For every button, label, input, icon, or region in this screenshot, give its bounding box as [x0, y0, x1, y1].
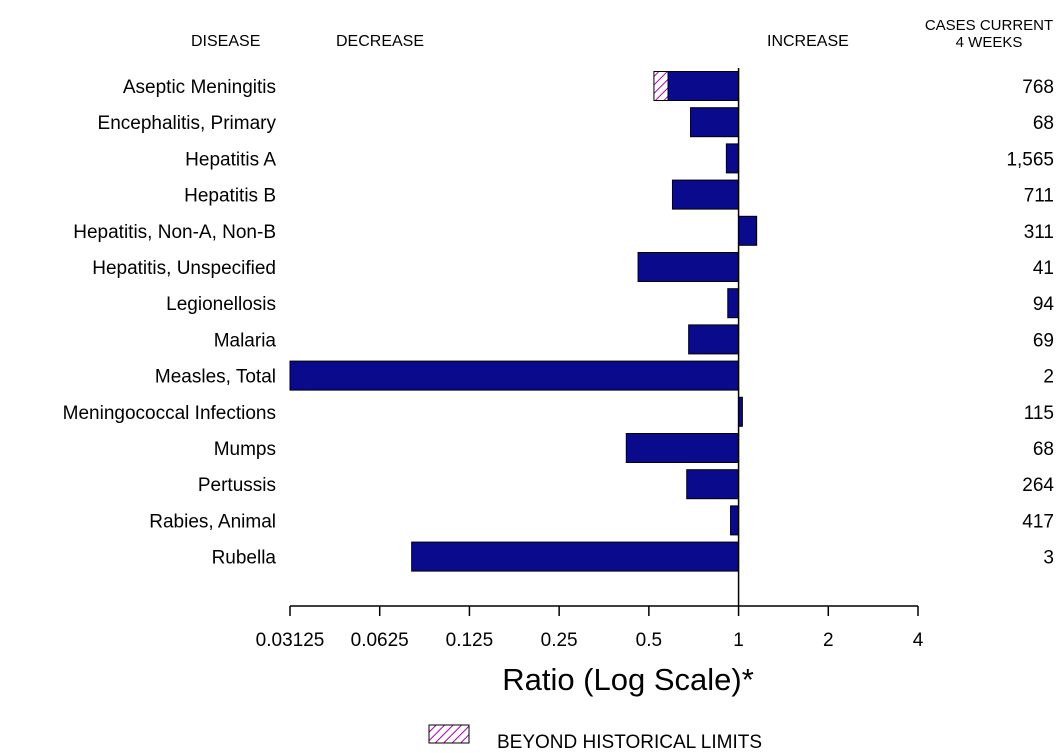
cases-value: 41	[1033, 258, 1054, 279]
bar-beyond-limit	[653, 71, 669, 101]
x-tick-label: 0.0625	[351, 630, 409, 651]
cases-value: 115	[1024, 403, 1054, 424]
disease-label: Measles, Total	[155, 367, 276, 388]
x-tick-label: 2	[823, 630, 834, 651]
cases-value: 69	[1033, 330, 1054, 351]
bar	[727, 288, 740, 319]
disease-label: Meningococcal Infections	[63, 403, 276, 424]
x-tick-label: 0.5	[636, 630, 662, 651]
cases-value: 68	[1033, 439, 1054, 460]
cases-value: 417	[1022, 511, 1054, 532]
header-increase: INCREASE	[767, 33, 849, 50]
legend-swatch	[428, 724, 470, 744]
cases-value: 68	[1033, 113, 1054, 134]
disease-label: Malaria	[214, 330, 277, 351]
bars-group	[289, 71, 758, 572]
cases-value: 768	[1022, 77, 1054, 98]
disease-label: Hepatitis B	[184, 186, 276, 207]
cases-value: 3	[1043, 548, 1054, 569]
disease-label: Mumps	[214, 439, 276, 460]
legend-label: BEYOND HISTORICAL LIMITS	[497, 732, 762, 753]
disease-label: Hepatitis, Non-A, Non-B	[73, 222, 276, 243]
disease-label: Hepatitis, Unspecified	[92, 258, 276, 279]
header-cases-current: CASES CURRENT 4 WEEKS	[919, 17, 1059, 51]
x-tick-label: 0.125	[446, 630, 494, 651]
bar	[686, 469, 740, 500]
disease-label: Legionellosis	[166, 294, 276, 315]
cases-value: 2	[1043, 367, 1054, 388]
bar	[688, 324, 740, 355]
x-tick-label: 4	[913, 630, 924, 651]
header-disease: DISEASE	[191, 33, 261, 50]
bar	[671, 179, 740, 210]
x-tick-label: 0.25	[541, 630, 578, 651]
bar	[625, 433, 740, 463]
disease-label: Rubella	[212, 548, 277, 569]
bar	[690, 107, 740, 138]
labels-group: Aseptic Meningitis 768 Encephalitis, Prima…	[63, 77, 1055, 569]
cases-value: 264	[1022, 475, 1054, 496]
bar	[725, 143, 740, 174]
bar	[667, 71, 740, 101]
cases-value: 711	[1024, 186, 1054, 207]
cases-value: 1,565	[1006, 149, 1054, 170]
bar	[730, 505, 740, 536]
header-cases-line2: 4 WEEKS	[955, 34, 1023, 51]
disease-label: Rabies, Animal	[149, 511, 276, 532]
disease-label: Aseptic Meningitis	[123, 77, 276, 98]
cases-value: 311	[1024, 222, 1054, 243]
disease-label: Hepatitis A	[185, 149, 276, 170]
bar	[637, 252, 740, 282]
header-cases-line1: CASES CURRENT	[924, 17, 1054, 34]
disease-label: Encephalitis, Primary	[98, 113, 277, 134]
bar-chart: Aseptic Meningitis 768 Encephalitis, Prima…	[63, 68, 1055, 697]
disease-label: Pertussis	[198, 475, 276, 496]
header-decrease: DECREASE	[336, 33, 425, 50]
bar	[738, 215, 758, 246]
x-tick-label: 0.03125	[256, 630, 325, 651]
x-axis: 0.03125 0.0625 0.125 0.25 0.5 1 2 4 Ratio (Log S…	[256, 68, 924, 697]
bar	[411, 541, 740, 572]
bar	[289, 360, 740, 391]
x-tick-label: 1	[733, 630, 744, 651]
x-axis-title: Ratio (Log Scale)*	[502, 662, 754, 697]
cases-value: 94	[1033, 294, 1055, 315]
